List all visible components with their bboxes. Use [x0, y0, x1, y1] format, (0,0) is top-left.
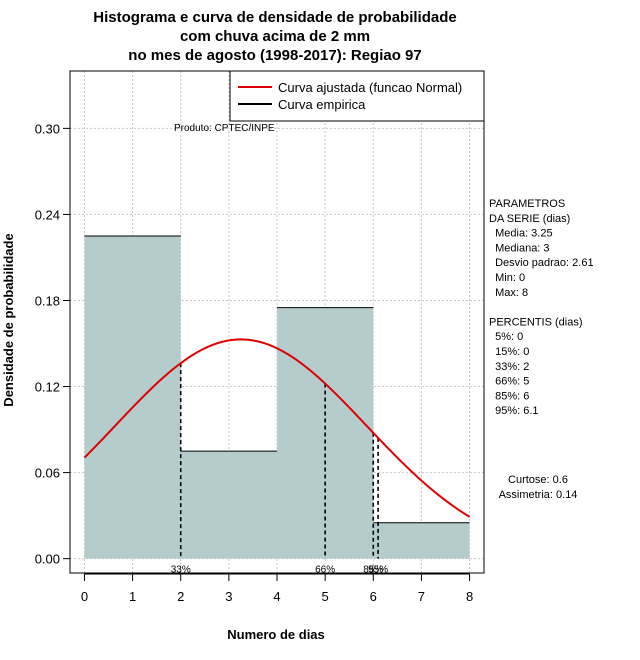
y-tick-label: 0.12 — [35, 380, 60, 395]
chart-title-line-1: Histograma e curva de densidade de proba… — [93, 9, 456, 26]
product-label: Produto: CPTEC/INPE — [174, 123, 275, 134]
chart-title-line-2: com chuva acima de 2 mm — [180, 28, 370, 45]
x-tick-label: 5 — [322, 589, 329, 604]
y-axis-label: Densidade de probabilidade — [1, 233, 16, 406]
histogram-bar — [373, 522, 470, 559]
parameter-line: 5%: 0 — [489, 331, 523, 343]
parameter-line: 33%: 2 — [489, 361, 529, 373]
parameter-line: PARAMETROS — [489, 198, 565, 210]
parameter-line: PERCENTIS (dias) — [489, 316, 583, 328]
stats-panel: Curtose: 0.6 Assimetria: 0.14 — [499, 474, 578, 501]
legend-box — [229, 70, 485, 122]
parameter-line: 95%: 6.1 — [489, 405, 539, 417]
stats-line: Curtose: 0.6 — [508, 474, 568, 486]
percentile-lines: 33% 66% 85%95% — [171, 363, 388, 576]
histogram-bar — [180, 451, 277, 559]
y-tick-label: 0.24 — [35, 207, 60, 222]
percentile-label: 66% — [315, 565, 335, 576]
x-tick-label: 3 — [225, 589, 232, 604]
x-tick-label: 4 — [273, 589, 280, 604]
chart-title-line-3: no mes de agosto (1998-2017): Regiao 97 — [128, 47, 421, 64]
legend-label-empirical: Curva empirica — [278, 97, 366, 112]
x-tick-label: 1 — [129, 589, 136, 604]
percentile-label: 85% — [363, 565, 383, 576]
x-axis-label: Numero de dias — [227, 627, 325, 642]
parameter-line: Min: 0 — [489, 272, 525, 284]
parameter-line: 66%: 5 — [489, 376, 529, 388]
normal-curve — [83, 338, 471, 518]
x-axis: 0 1 2 3 4 5 6 7 8 — [81, 573, 473, 604]
percentile-label: 95% — [368, 565, 388, 576]
legend: Curva ajustada (funcao Normal) Curva emp… — [229, 70, 485, 122]
x-tick-label: 7 — [418, 589, 425, 604]
parameter-line: Max: 8 — [489, 287, 528, 299]
stats-line: Assimetria: 0.14 — [499, 489, 578, 501]
y-tick-label: 0.30 — [35, 121, 60, 136]
x-tick-label: 2 — [177, 589, 184, 604]
y-axis: 0.00 0.06 0.12 0.18 0.24 0.30 — [35, 121, 71, 567]
chart-title: Histograma e curva de densidade de proba… — [93, 9, 456, 64]
parameter-line: Media: 3.25 — [489, 228, 553, 240]
x-tick-label: 0 — [81, 589, 88, 604]
x-tick-label: 6 — [370, 589, 377, 604]
histogram-bar — [84, 235, 181, 559]
parameters-panel: PARAMETROS DA SERIE (dias) Media: 3.25 Me… — [489, 198, 594, 417]
y-tick-label: 0.00 — [35, 552, 60, 567]
percentile-label: 33% — [171, 565, 191, 576]
y-tick-label: 0.06 — [35, 466, 60, 481]
x-tick-label: 8 — [466, 589, 473, 604]
y-tick-label: 0.18 — [35, 293, 60, 308]
parameter-line: Desvio padrao: 2.61 — [489, 257, 594, 269]
legend-label-fitted: Curva ajustada (funcao Normal) — [278, 80, 462, 95]
parameter-line: 15%: 0 — [489, 346, 529, 358]
parameter-line: DA SERIE (dias) — [489, 213, 570, 225]
parameter-line: Mediana: 3 — [489, 242, 550, 254]
parameter-line: 85%: 6 — [489, 390, 529, 402]
